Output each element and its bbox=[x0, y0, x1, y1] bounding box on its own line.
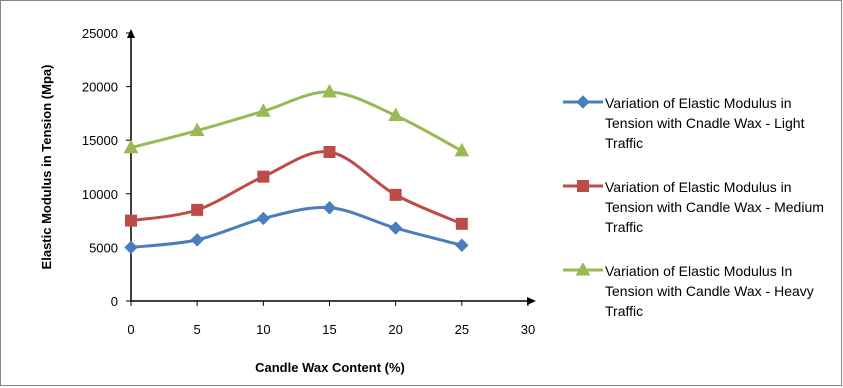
y-tick-label: 25000 bbox=[82, 26, 118, 41]
x-tick-label: 0 bbox=[127, 322, 134, 337]
series-2-point bbox=[191, 203, 204, 216]
x-tick-label: 30 bbox=[521, 322, 535, 337]
series-1-point bbox=[124, 240, 138, 255]
x-axis-arrow bbox=[527, 297, 536, 305]
legend-label: Variation of Elastic Modulus in Tension … bbox=[605, 179, 824, 235]
x-axis-title: Candle Wax Content (%) bbox=[255, 360, 405, 375]
y-tick-label: 10000 bbox=[82, 187, 118, 202]
series-2-point bbox=[257, 170, 270, 183]
series-1-point bbox=[256, 211, 271, 226]
series-1 bbox=[124, 201, 469, 255]
series-1-point bbox=[455, 238, 469, 252]
series-3-point bbox=[454, 142, 470, 157]
legend: Variation of Elastic Modulus in Tension … bbox=[563, 93, 841, 345]
legend-swatch-marker bbox=[577, 180, 589, 192]
series-1-line bbox=[130, 206, 463, 249]
series-2-line bbox=[130, 150, 463, 226]
axes bbox=[127, 29, 536, 305]
x-tick-label: 5 bbox=[194, 322, 201, 337]
legend-label: Variation of Elastic Modulus in Tension … bbox=[605, 95, 805, 151]
ticks: 0 5 10 15 20 25 30 0 5000 10000 15000 20000 25000 bbox=[82, 26, 535, 337]
series-3-line bbox=[130, 90, 463, 153]
series-layer bbox=[123, 83, 470, 255]
legend-swatch-marker bbox=[576, 95, 590, 109]
series-3-point bbox=[123, 139, 139, 154]
series-1-point bbox=[190, 233, 204, 247]
x-tick-label: 25 bbox=[455, 322, 469, 337]
y-tick-label: 0 bbox=[111, 294, 118, 309]
legend-item-3: Variation of Elastic Modulus In Tension … bbox=[563, 261, 841, 345]
legend-swatch-1 bbox=[563, 95, 603, 109]
x-tick-label: 10 bbox=[256, 322, 270, 337]
y-tick-label: 15000 bbox=[82, 133, 118, 148]
series-2-point bbox=[125, 214, 137, 227]
series-3-point bbox=[255, 103, 271, 117]
legend-item-1: Variation of Elastic Modulus in Tension … bbox=[563, 93, 841, 177]
series-3-point bbox=[189, 122, 205, 137]
series-2-point bbox=[455, 217, 468, 230]
series-1-point bbox=[388, 221, 403, 235]
series-2-point bbox=[389, 188, 402, 201]
y-axis-title: Elastic Modulus in Tension (Mpa) bbox=[39, 65, 54, 270]
series-3-point bbox=[322, 83, 337, 98]
legend-swatch-marker bbox=[575, 263, 591, 276]
series-2 bbox=[125, 145, 468, 230]
y-tick-label: 20000 bbox=[82, 80, 118, 95]
legend-swatch-2 bbox=[563, 180, 603, 192]
series-2-point bbox=[323, 145, 336, 158]
x-tick-label: 20 bbox=[388, 322, 402, 337]
y-tick-label: 5000 bbox=[89, 240, 118, 255]
series-3-point bbox=[388, 107, 404, 122]
series-3 bbox=[123, 83, 470, 157]
x-tick-label: 15 bbox=[322, 322, 336, 337]
series-1-point bbox=[322, 201, 337, 215]
legend-swatch-3 bbox=[563, 263, 603, 276]
legend-label: Variation of Elastic Modulus In Tension … bbox=[605, 263, 814, 319]
legend-item-2: Variation of Elastic Modulus in Tension … bbox=[563, 177, 841, 261]
